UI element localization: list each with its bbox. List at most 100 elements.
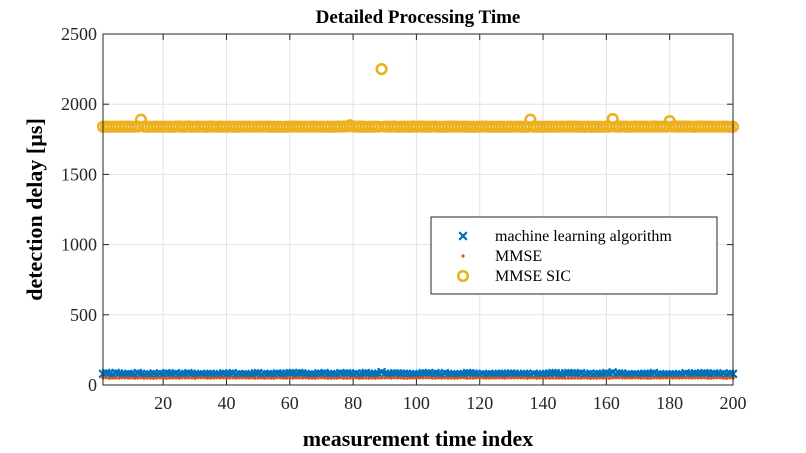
data-point [702, 376, 707, 380]
data-point [417, 376, 422, 380]
data-point [164, 376, 168, 380]
data-point [582, 376, 586, 380]
data-point [725, 376, 729, 380]
data-point [114, 376, 118, 380]
data-point [427, 376, 431, 380]
data-point [658, 376, 662, 380]
data-point [652, 376, 656, 380]
data-point [310, 376, 314, 380]
data-point [433, 376, 438, 380]
data-point [183, 376, 187, 380]
data-point [281, 376, 286, 380]
data-point [576, 376, 580, 380]
data-point [269, 376, 273, 380]
data-point [398, 376, 403, 380]
data-point [129, 376, 134, 380]
legend-marker-glyph [461, 254, 465, 258]
data-point [544, 376, 548, 380]
data-point [326, 376, 330, 380]
data-point [304, 376, 308, 380]
data-point [297, 376, 301, 380]
legend-marker-mmse-sic [456, 269, 470, 283]
data-point [721, 376, 726, 380]
data-point [285, 376, 289, 380]
data-point [193, 376, 197, 380]
data-point [535, 376, 539, 380]
data-point [677, 376, 681, 380]
data-point [262, 376, 267, 380]
legend-label-mmse-sic: MMSE SIC [495, 268, 571, 285]
data-point [221, 376, 225, 380]
data-point [278, 376, 282, 380]
data-point [459, 376, 463, 380]
data-point [237, 376, 241, 380]
data-point [376, 376, 381, 380]
data-point [636, 376, 640, 380]
data-point [212, 376, 216, 380]
data-point [155, 376, 159, 380]
data-point [474, 376, 479, 380]
data-point [405, 376, 409, 380]
data-point [519, 376, 523, 380]
data-point [490, 376, 494, 380]
data-point [148, 376, 153, 380]
data-point [630, 376, 634, 380]
data-point [152, 376, 156, 380]
series-sic [96, 62, 740, 133]
data-point [288, 376, 292, 380]
data-point [389, 376, 393, 380]
data-point [531, 376, 536, 380]
data-point [392, 376, 396, 380]
data-markers [96, 62, 740, 380]
data-point [588, 376, 593, 380]
data-point [639, 376, 643, 380]
data-point [342, 376, 346, 380]
data-point [177, 376, 181, 380]
data-point [256, 376, 260, 380]
x-tick-label: 40 [217, 393, 235, 413]
data-point [538, 376, 542, 380]
data-point [573, 376, 577, 380]
data-point [180, 376, 184, 380]
data-point [579, 376, 583, 380]
data-point [383, 376, 387, 380]
data-point [693, 376, 697, 380]
data-point [332, 376, 336, 380]
data-point [240, 376, 244, 380]
x-tick-label: 120 [466, 393, 493, 413]
data-point [706, 376, 710, 380]
data-point [443, 376, 447, 380]
y-tick-label: 2000 [61, 94, 97, 114]
data-point [174, 376, 178, 380]
data-point [209, 376, 213, 380]
data-point [718, 376, 722, 380]
data-point [699, 376, 703, 380]
data-point [471, 376, 476, 380]
data-point [493, 376, 498, 380]
data-point [680, 376, 684, 380]
data-point [133, 376, 137, 380]
data-point [259, 376, 263, 380]
x-tick-label: 80 [344, 393, 362, 413]
data-point [323, 376, 327, 380]
data-point [607, 376, 612, 380]
data-point [595, 376, 599, 380]
data-point [218, 376, 222, 380]
data-point [395, 376, 400, 380]
data-point [110, 376, 115, 380]
y-tick-label: 2500 [61, 24, 97, 44]
data-point [452, 376, 457, 380]
data-point [411, 376, 415, 380]
data-point [126, 376, 130, 380]
data-point [373, 376, 377, 380]
data-point [307, 376, 311, 380]
data-point [487, 376, 491, 380]
data-point [167, 376, 172, 380]
data-point [503, 376, 507, 380]
data-point [623, 376, 627, 380]
data-point [633, 376, 637, 380]
data-point [215, 376, 219, 380]
data-point [614, 376, 618, 380]
data-point [367, 376, 371, 380]
data-point [386, 376, 390, 380]
